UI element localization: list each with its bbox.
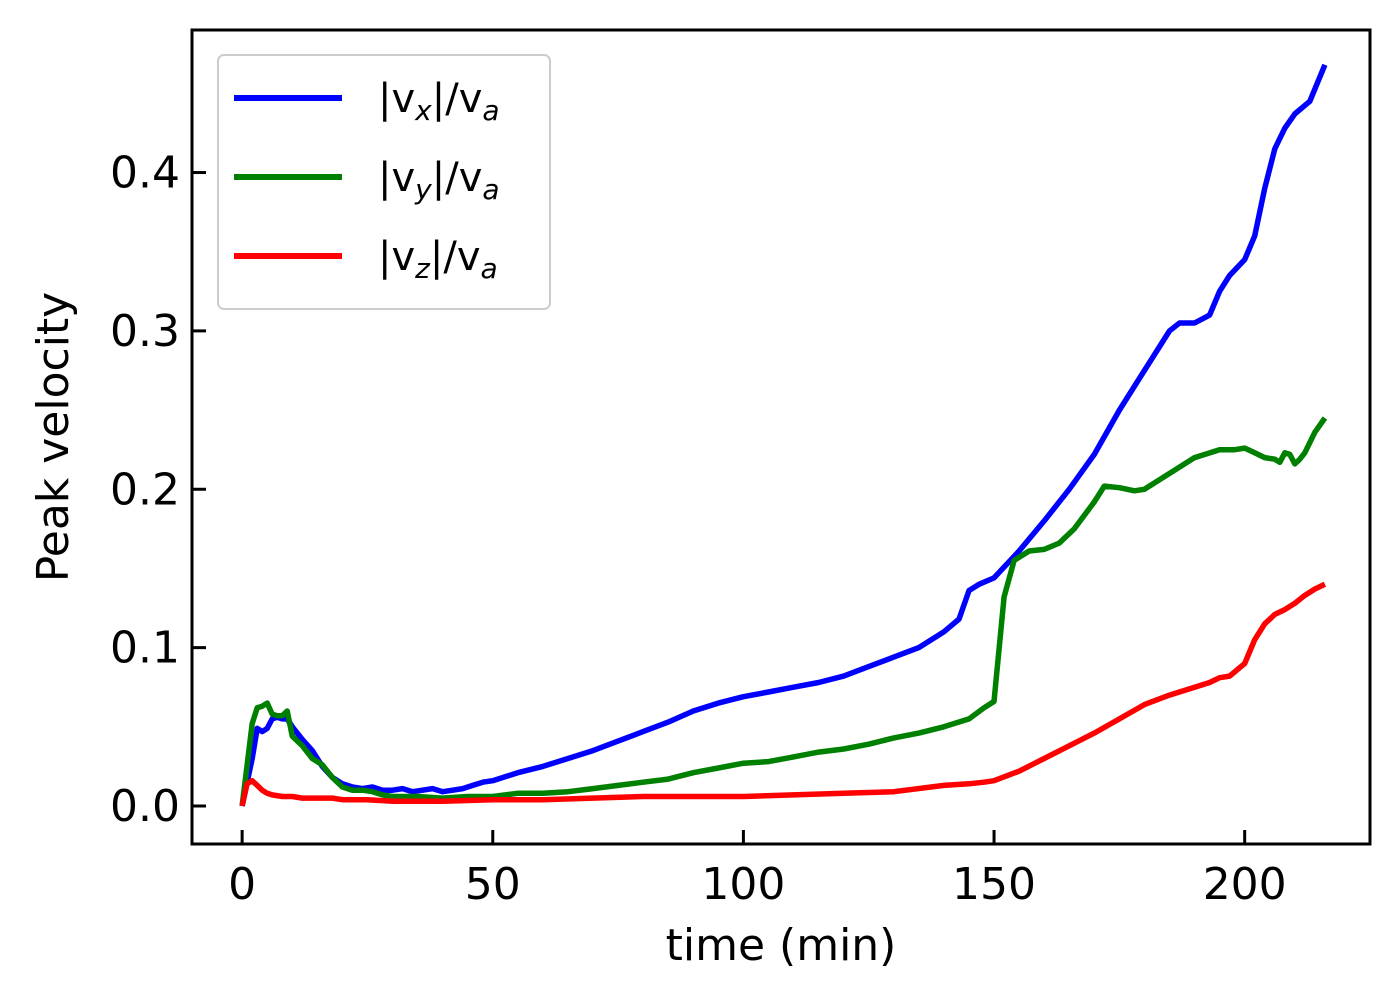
y-tick-label: 0.3 — [110, 306, 180, 357]
y-tick-label: 0.4 — [110, 148, 180, 199]
y-axis-title: Peak velocity — [28, 292, 79, 582]
x-axis-title: time (min) — [666, 920, 897, 971]
y-tick-label: 0.0 — [110, 781, 180, 832]
legend-label: |vx|/va — [378, 76, 500, 127]
x-tick-label: 100 — [701, 859, 785, 910]
x-tick-label: 150 — [952, 859, 1036, 910]
legend-box — [217, 54, 551, 310]
series-layer — [239, 63, 1328, 807]
legend: |vx|/va |vy|/va |vz|/va — [217, 54, 551, 310]
series-line-vz — [239, 581, 1327, 807]
plot-frame — [190, 28, 1372, 846]
series-line-vy — [239, 416, 1328, 807]
y-tick-label: 0.2 — [110, 464, 180, 515]
y-tick-label: 0.1 — [110, 623, 180, 674]
tick-layer: 0 50 100 150 200 0.0 0.1 0.2 0.3 0.4 — [110, 148, 1287, 910]
x-tick-label: 50 — [465, 859, 521, 910]
x-tick-label: 200 — [1203, 859, 1287, 910]
x-tick-label: 0 — [228, 859, 256, 910]
legend-label: |vz|/va — [378, 234, 498, 285]
legend-label: |vy|/va — [378, 155, 500, 206]
